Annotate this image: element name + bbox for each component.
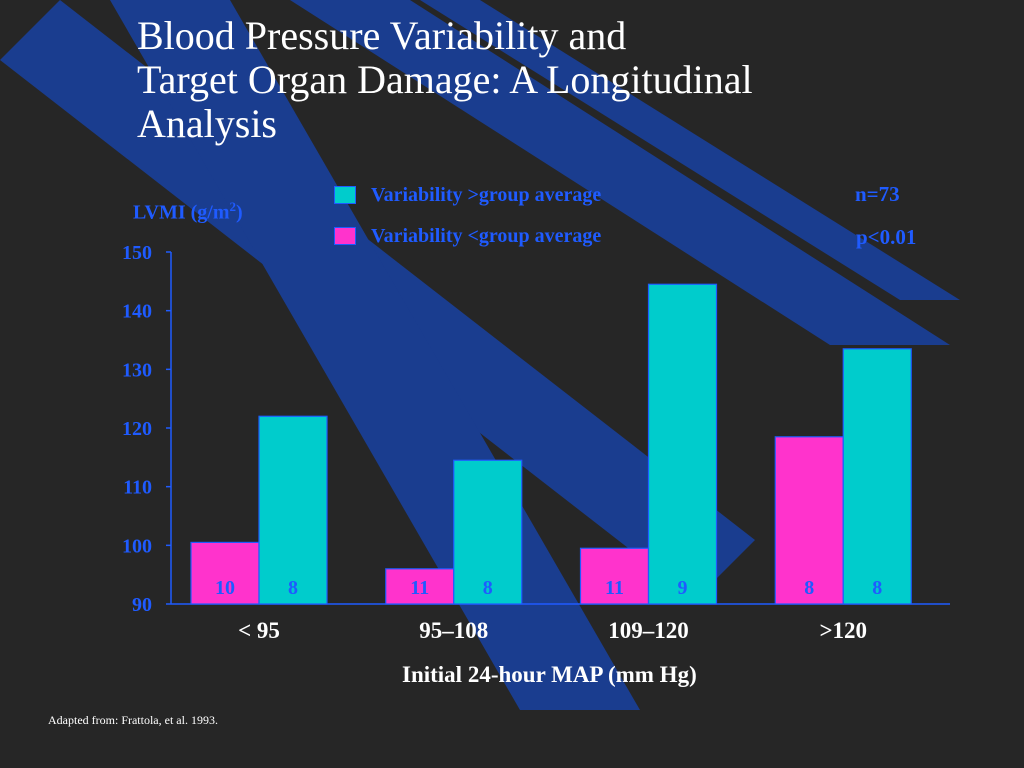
bar-count-label: 8 bbox=[288, 577, 298, 599]
y-axis-label-text: LVMI (g/m bbox=[133, 201, 230, 224]
y-tick-label: 100 bbox=[122, 535, 152, 557]
y-tick-label: 150 bbox=[122, 242, 152, 264]
y-axis-label-superscript: 2 bbox=[229, 199, 236, 214]
legend-label-below: Variability <group average bbox=[371, 225, 602, 247]
x-category-labels: < 95 95–108 109–120 >120 bbox=[238, 618, 867, 643]
source-citation: Adapted from: Frattola, et al. 1993. bbox=[48, 713, 218, 727]
slide-title: Blood Pressure Variability and Target Or… bbox=[137, 14, 753, 146]
background-stripe bbox=[420, 0, 960, 300]
y-axis-label-close: ) bbox=[235, 201, 243, 224]
legend-swatch-below bbox=[334, 227, 356, 245]
y-tick-label: 110 bbox=[123, 477, 152, 499]
bar bbox=[453, 459, 523, 605]
y-tick-label: 140 bbox=[122, 301, 152, 323]
sample-size-label: n=73 bbox=[855, 182, 900, 206]
title-line-2: Target Organ Damage: A Longitudinal bbox=[137, 57, 753, 102]
y-tick-label: 130 bbox=[122, 359, 152, 381]
y-axis-label: LVMI (g/m2) bbox=[133, 199, 243, 225]
bar bbox=[774, 436, 844, 605]
bar bbox=[258, 415, 328, 605]
y-tick-label: 120 bbox=[122, 418, 152, 440]
x-category-label: < 95 bbox=[238, 618, 280, 643]
bar-count-label: 11 bbox=[605, 577, 624, 599]
x-category-label: >120 bbox=[819, 618, 867, 643]
legend-swatch-above bbox=[334, 186, 356, 204]
legend-label-above: Variability >group average bbox=[371, 184, 602, 206]
bar bbox=[842, 348, 912, 605]
y-tick-labels: 90 100 110 120 130 140 150 bbox=[122, 242, 152, 616]
x-category-label: 95–108 bbox=[419, 618, 488, 643]
bar-count-label: 9 bbox=[678, 577, 688, 599]
bar-count-labels: 10 8 11 8 11 9 8 8 bbox=[215, 577, 882, 599]
bar-count-label: 11 bbox=[410, 577, 429, 599]
x-category-label: 109–120 bbox=[608, 618, 689, 643]
x-axis-title: Initial 24-hour MAP (mm Hg) bbox=[402, 662, 697, 687]
title-line-3: Analysis bbox=[137, 101, 277, 146]
bar-count-label: 8 bbox=[872, 577, 882, 599]
title-line-1: Blood Pressure Variability and bbox=[137, 13, 627, 58]
bar-count-label: 8 bbox=[804, 577, 814, 599]
bar-count-label: 10 bbox=[215, 577, 235, 599]
chart-bars bbox=[190, 283, 912, 605]
background-stripe bbox=[290, 0, 950, 345]
bar bbox=[647, 283, 718, 605]
y-tick-label: 90 bbox=[132, 594, 152, 616]
bar bbox=[579, 547, 650, 605]
bar-count-label: 8 bbox=[483, 577, 493, 599]
p-value-label: p<0.01 bbox=[856, 225, 917, 249]
bar bbox=[385, 568, 455, 605]
